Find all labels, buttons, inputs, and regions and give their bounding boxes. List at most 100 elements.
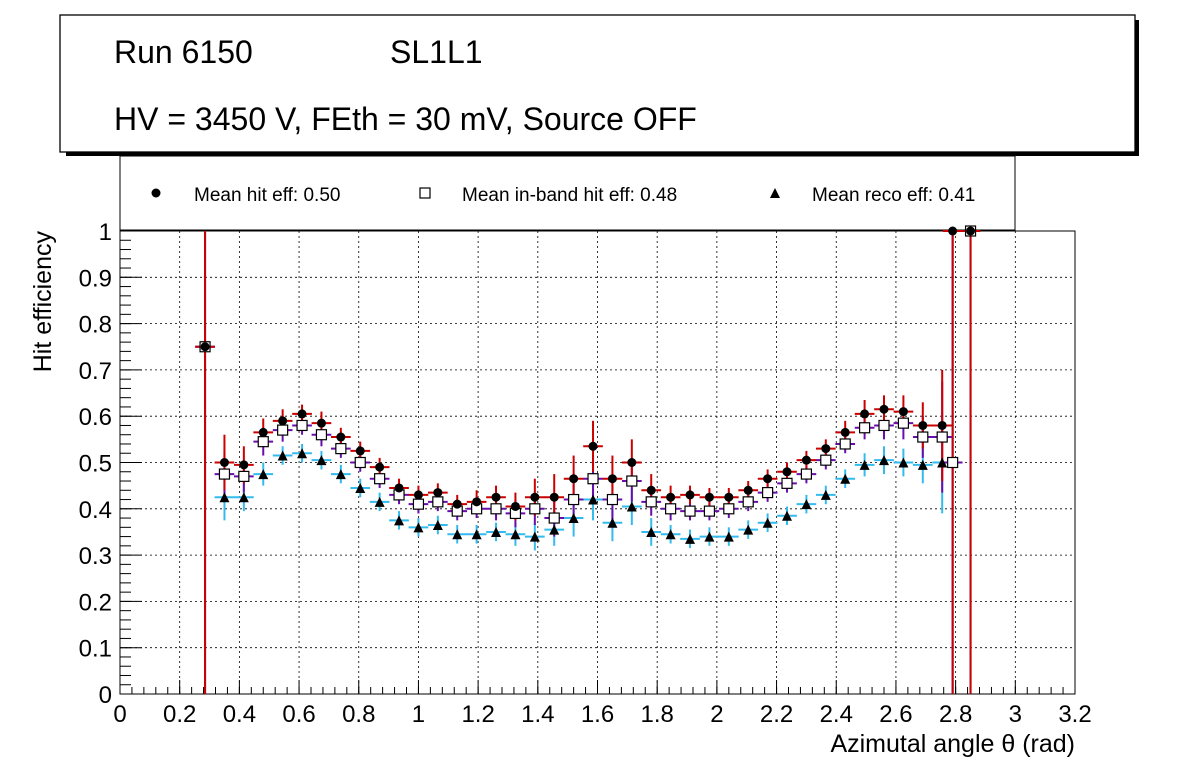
conditions-label: HV = 3450 V, FEth = 30 mV, Source OFF xyxy=(114,101,697,137)
x-tick-label: 1.8 xyxy=(641,701,674,728)
inband-eff-point xyxy=(878,419,890,432)
reco-eff-point xyxy=(917,459,928,470)
legend-inband-label: Mean in-band hit eff: 0.48 xyxy=(462,185,677,206)
hit-eff-point xyxy=(510,501,520,511)
hit-eff-point xyxy=(530,492,540,502)
x-tick-label: 0.8 xyxy=(342,701,375,728)
reco-eff-point xyxy=(549,524,560,535)
inband-eff-point xyxy=(335,443,347,455)
inband-eff-point xyxy=(432,496,444,508)
inband-eff-point xyxy=(626,475,638,487)
inband-eff-point xyxy=(703,505,716,517)
hit-eff-point xyxy=(918,420,928,430)
y-tick-label: 0.8 xyxy=(79,312,112,339)
hit-eff-point xyxy=(948,226,958,236)
reco-eff-point xyxy=(723,531,734,542)
inband-eff-point xyxy=(723,503,735,515)
reco-eff-point xyxy=(743,524,754,535)
legend-hit-marker xyxy=(151,188,161,198)
hit-eff-point xyxy=(607,474,617,484)
inband-eff-point xyxy=(490,503,502,515)
hit-eff-point xyxy=(491,492,501,502)
reco-eff-point xyxy=(277,450,288,461)
y-tick-label: 0.6 xyxy=(79,404,112,431)
y-tick-label: 0.1 xyxy=(79,636,112,663)
hit-eff-point xyxy=(219,458,229,467)
reco-eff-point xyxy=(355,482,366,493)
hit-eff-point xyxy=(763,474,773,484)
reco-eff-point xyxy=(529,531,540,542)
x-axis-label: Azimutal angle θ (rad) xyxy=(830,730,1075,758)
inband-eff-point xyxy=(277,424,289,436)
hit-eff-point xyxy=(278,416,288,426)
run-label: Run 6150 xyxy=(114,34,253,70)
hit-eff-point xyxy=(801,455,811,465)
hit-eff-point xyxy=(316,418,326,428)
x-tick-label: 0.6 xyxy=(282,701,315,728)
hit-eff-point xyxy=(840,427,850,437)
inband-eff-point xyxy=(820,454,832,466)
x-tick-label: 0 xyxy=(113,701,126,728)
hit-eff-point xyxy=(860,409,870,419)
x-tick-label: 2.6 xyxy=(879,701,912,728)
y-tick-label: 0.2 xyxy=(79,589,112,616)
inband-eff-point xyxy=(762,486,774,499)
reco-eff-point xyxy=(335,469,346,480)
hit-eff-point xyxy=(704,492,714,502)
inband-eff-point xyxy=(897,417,909,429)
hit-eff-point xyxy=(879,404,889,414)
inband-eff-point xyxy=(587,473,599,485)
reco-eff-point xyxy=(782,510,793,521)
reco-eff-point xyxy=(432,520,443,531)
reco-eff-point xyxy=(801,499,812,510)
reco-eff-point xyxy=(840,473,851,484)
reco-eff-point xyxy=(879,455,889,466)
hit-eff-point xyxy=(821,444,831,454)
hit-eff-point xyxy=(724,492,734,502)
layer-label: SL1L1 xyxy=(390,34,483,70)
y-tick-label: 1 xyxy=(99,219,112,246)
legend-hit-label: Mean hit eff: 0.50 xyxy=(194,185,340,206)
y-tick-label: 0.4 xyxy=(79,497,112,524)
tick-labels: 0 0.2 0.4 0.6 0.8 1 1.2 1.4 1.6 1.8 2 2.2 2.4 2.6 2.8 3… xyxy=(79,219,1092,728)
x-tick-label: 1.4 xyxy=(521,701,554,728)
reco-eff-point xyxy=(937,457,948,468)
inband-eff-point xyxy=(606,493,619,506)
hit-eff-point xyxy=(646,485,656,495)
hit-eff-point xyxy=(666,492,676,502)
hit-eff-point xyxy=(966,226,976,236)
hit-eff-point xyxy=(355,446,365,456)
hit-eff-point xyxy=(239,460,249,470)
reco-eff-point xyxy=(471,529,482,540)
hit-eff-point xyxy=(937,420,947,430)
reco-eff-point xyxy=(394,515,405,526)
reco-eff-point xyxy=(646,526,657,537)
y-tick-label: 0.7 xyxy=(79,358,112,385)
x-tick-label: 1.6 xyxy=(581,701,614,728)
hit-eff-point xyxy=(413,490,423,500)
hit-eff-point xyxy=(549,492,559,502)
inband-eff-point xyxy=(412,498,425,510)
reco-eff-point xyxy=(491,526,502,537)
inband-eff-point xyxy=(548,512,560,524)
inband-eff-point xyxy=(529,503,541,515)
inband-eff-point xyxy=(238,470,250,482)
y-tick-label: 0.9 xyxy=(79,265,112,292)
y-tick-label: 0.5 xyxy=(79,451,112,478)
reco-eff-point xyxy=(238,492,249,503)
x-tick-label: 2 xyxy=(710,701,723,728)
hit-eff-point xyxy=(569,474,579,484)
y-axis-label: Hit efficiency xyxy=(29,231,57,373)
reco-eff-point xyxy=(626,501,637,512)
x-tick-label: 2.2 xyxy=(760,701,793,728)
reco-eff-point xyxy=(316,455,327,466)
reco-eff-point xyxy=(510,529,521,540)
inband-eff-point xyxy=(917,431,929,443)
inband-eff-point xyxy=(742,496,754,508)
hit-eff-point xyxy=(452,499,462,509)
inband-eff-point xyxy=(645,496,657,508)
x-tick-label: 0.2 xyxy=(163,701,196,728)
hit-eff-point xyxy=(297,409,307,419)
hit-eff-point xyxy=(472,497,482,507)
